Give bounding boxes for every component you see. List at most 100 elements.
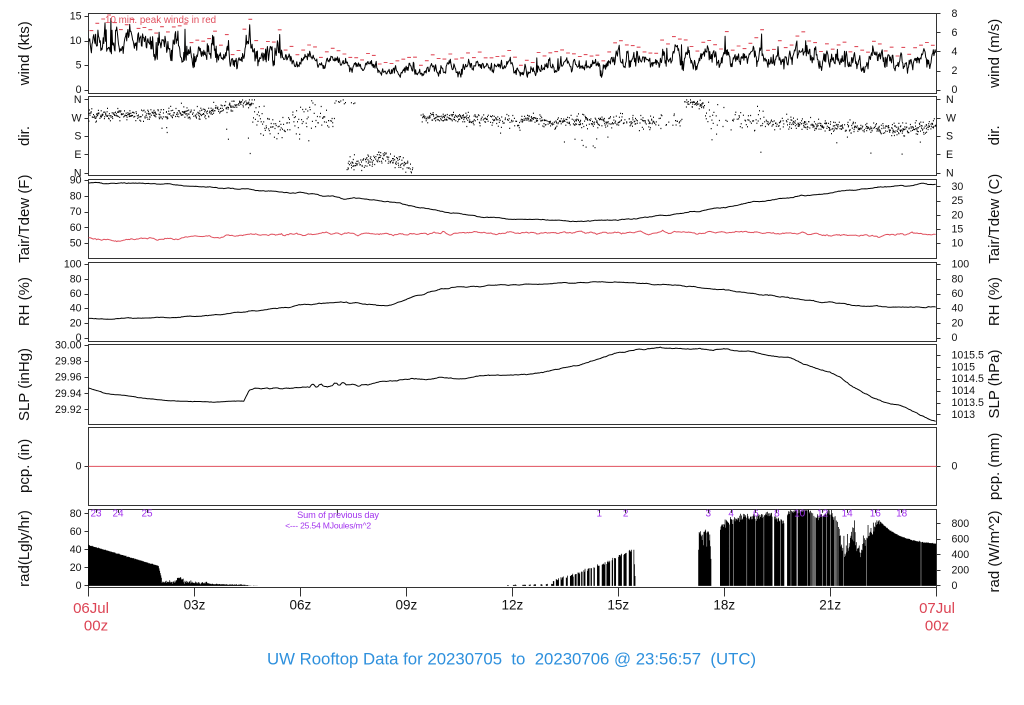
svg-text:5: 5 [76,60,82,72]
svg-text:29.92: 29.92 [55,404,82,416]
svg-text:09z: 09z [396,597,418,612]
svg-text:pcp. (in): pcp. (in) [16,439,33,493]
svg-text:06z: 06z [290,597,312,612]
svg-text:8: 8 [952,8,958,20]
svg-text:03z: 03z [184,597,206,612]
svg-text:200: 200 [952,564,970,576]
svg-text:80: 80 [952,273,964,285]
svg-text:dir.: dir. [16,126,33,146]
svg-text:90: 90 [70,175,82,187]
svg-text:600: 600 [952,533,970,545]
svg-text:RH (%): RH (%) [986,277,1003,326]
svg-text:10: 10 [794,509,806,520]
svg-text:10: 10 [952,238,964,250]
svg-text:80: 80 [70,190,82,202]
svg-text:0: 0 [952,460,958,472]
svg-text:SLP (inHg): SLP (inHg) [16,348,33,421]
svg-text:29.98: 29.98 [55,355,82,367]
svg-text:12: 12 [817,509,829,520]
svg-text:rad (W/m^2): rad (W/m^2) [986,510,1003,592]
svg-text:N: N [74,94,82,106]
svg-text:29.96: 29.96 [55,372,82,384]
svg-text:30.00: 30.00 [55,339,82,351]
svg-text:6: 6 [952,27,958,39]
svg-text:100: 100 [952,259,970,271]
svg-text:1015.5: 1015.5 [952,349,985,361]
svg-text:40: 40 [70,544,82,556]
svg-text:12z: 12z [502,597,524,612]
svg-text:0: 0 [76,84,82,96]
svg-text:20: 20 [952,209,964,221]
svg-text:1: 1 [597,509,603,520]
svg-text:0: 0 [76,580,82,592]
svg-text:10: 10 [70,35,82,47]
svg-text:0: 0 [952,580,958,592]
svg-text:15: 15 [70,11,82,23]
svg-text:0: 0 [952,84,958,96]
svg-text:UW Rooftop Data for 20230705: UW Rooftop Data for 20230705 to 20230706… [267,650,756,669]
svg-text:1014: 1014 [952,385,976,397]
svg-text:06Jul: 06Jul [73,600,109,617]
svg-text:80: 80 [70,508,82,520]
svg-text:16: 16 [870,509,882,520]
svg-text:25: 25 [141,509,153,520]
svg-text:3: 3 [706,509,712,520]
svg-text:8: 8 [774,509,780,520]
svg-text:S: S [946,131,953,143]
svg-text:E: E [74,149,81,161]
svg-text:<--- 25.54 MJoules/m^2: <--- 25.54 MJoules/m^2 [285,521,371,531]
svg-text:1014.5: 1014.5 [952,373,985,385]
svg-text:15z: 15z [607,597,629,612]
svg-text:20: 20 [70,562,82,574]
svg-text:60: 60 [70,288,82,300]
svg-text:00z: 00z [84,617,108,634]
svg-text:18z: 18z [713,597,735,612]
svg-text:07Jul: 07Jul [919,600,955,617]
svg-text:2: 2 [952,65,958,77]
svg-text:N: N [74,167,82,179]
svg-text:1013.5: 1013.5 [952,397,985,409]
svg-text:Tair/Tdew (F): Tair/Tdew (F) [16,175,33,263]
svg-text:25: 25 [952,195,964,207]
svg-text:2: 2 [623,509,629,520]
svg-text:18: 18 [896,509,908,520]
svg-text:00z: 00z [925,617,949,634]
svg-text:30: 30 [952,181,964,193]
svg-text:pcp. (mm): pcp. (mm) [986,433,1003,501]
svg-text:80: 80 [70,273,82,285]
svg-text:60: 60 [70,222,82,234]
svg-text:RH (%): RH (%) [16,277,33,326]
svg-text:Sum of previous day: Sum of previous day [297,510,379,520]
svg-text:Tair/Tdew (C): Tair/Tdew (C) [986,174,1003,264]
svg-text:400: 400 [952,549,970,561]
svg-text:S: S [74,131,81,143]
svg-text:4: 4 [952,46,958,58]
svg-text:10 min. peak winds in red: 10 min. peak winds in red [105,15,216,26]
svg-text:E: E [946,149,953,161]
svg-text:dir.: dir. [986,125,1003,145]
svg-text:0: 0 [76,332,82,344]
svg-text:60: 60 [70,526,82,538]
svg-text:21z: 21z [819,597,841,612]
svg-text:wind (kts): wind (kts) [16,21,33,86]
svg-text:6: 6 [753,509,759,520]
svg-text:N: N [946,167,954,179]
svg-text:0: 0 [952,332,958,344]
svg-text:24: 24 [112,509,124,520]
svg-text:N: N [946,94,954,106]
svg-text:60: 60 [952,288,964,300]
svg-text:100: 100 [64,259,82,271]
svg-text:50: 50 [70,238,82,250]
svg-text:rad(Lgly/hr): rad(Lgly/hr) [16,510,33,587]
svg-text:0: 0 [76,460,82,472]
svg-text:W: W [946,112,956,124]
svg-text:800: 800 [952,518,970,530]
svg-text:1015: 1015 [952,361,976,373]
svg-text:4: 4 [728,509,734,520]
svg-text:29.94: 29.94 [55,388,82,400]
svg-text:40: 40 [952,303,964,315]
svg-text:20: 20 [952,317,964,329]
svg-text:W: W [72,112,82,124]
svg-text:SLP (hPa): SLP (hPa) [986,350,1003,419]
svg-text:70: 70 [70,206,82,218]
